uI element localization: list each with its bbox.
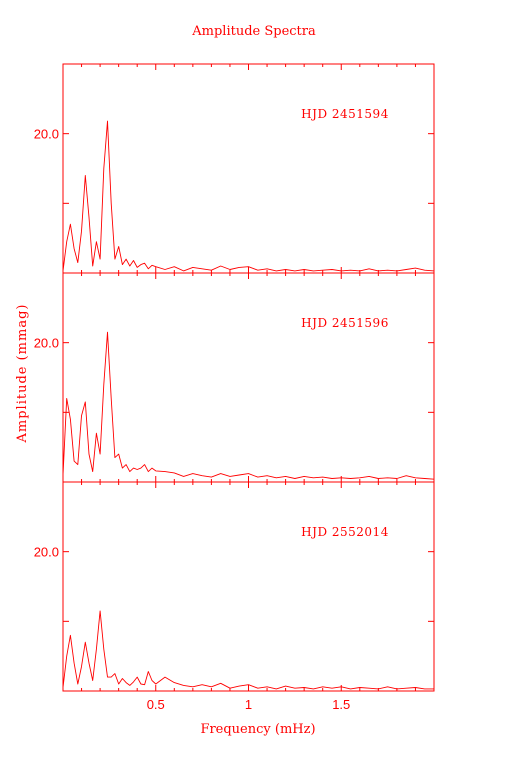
panel-middle: 20.0 HJD 2451596	[34, 272, 435, 483]
panel-annotation: HJD 2451596	[301, 316, 389, 330]
y-axis-label: Amplitude (mmag)	[15, 304, 30, 444]
panel-bottom: 20.0 0.5 1 1.5 HJD 2552014	[34, 481, 435, 712]
y-tick-label: 20.0	[34, 545, 59, 560]
x-axis-label: Frequency (mHz)	[200, 722, 315, 737]
y-tick-label: 20.0	[34, 127, 59, 142]
spectra-panels: 20.0 HJD 2451594 20.0 HJD 2451596 20.0 0.5 1 1.…	[34, 63, 435, 712]
spectrum-line	[62, 331, 435, 480]
x-tick-label: 1.5	[332, 697, 350, 712]
x-tick-label: 0.5	[147, 697, 165, 712]
y-tick-label: 20.0	[34, 336, 59, 351]
panel-top: 20.0 HJD 2451594	[34, 63, 435, 274]
figure-title: Amplitude Spectra	[191, 24, 316, 39]
x-tick-label: 1	[245, 697, 252, 712]
spectrum-line	[62, 610, 434, 690]
panel-frame	[62, 272, 435, 483]
spectrum-line	[62, 120, 435, 272]
panel-frame	[62, 481, 435, 692]
panel-frame	[62, 63, 435, 274]
panel-annotation: HJD 2552014	[301, 525, 389, 539]
panel-annotation: HJD 2451594	[301, 107, 389, 121]
